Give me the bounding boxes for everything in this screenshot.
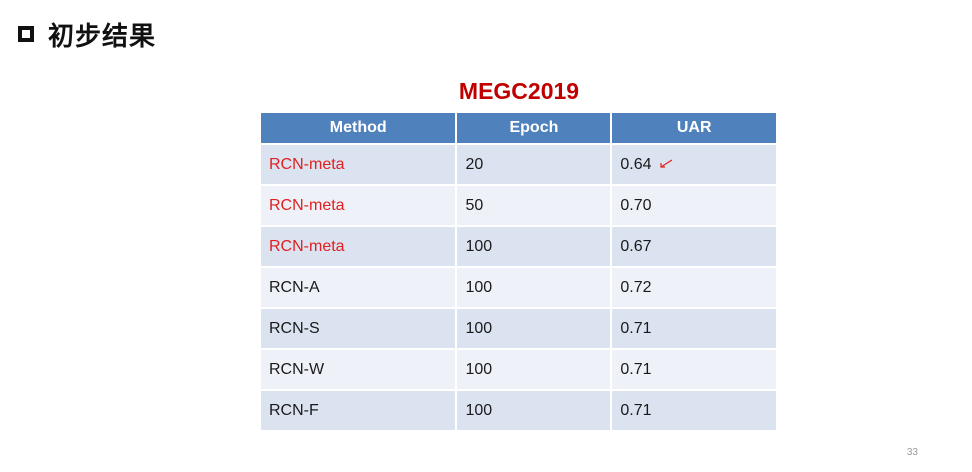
table-row: RCN-meta 20 0.64 [261,145,776,186]
table-row: RCN-A 100 0.72 [261,268,776,309]
cell-uar: 0.72 [612,268,776,309]
cell-uar: 0.71 [612,350,776,391]
slide-heading-text: 初步结果 [48,21,157,52]
cell-method: RCN-W [261,350,458,391]
cell-uar: 0.67 [612,227,776,268]
table-row: RCN-F 100 0.71 [261,391,776,432]
results-table: Method Epoch UAR RCN-meta 20 0.64 RCN-me… [261,113,776,432]
cell-uar: 0.64 [612,145,776,186]
hollow-square-bullet-icon [18,26,34,42]
cell-epoch: 50 [457,186,613,227]
cell-uar-value: 0.64 [620,155,652,173]
table-row: RCN-S 100 0.71 [261,309,776,350]
table-header-row: Method Epoch UAR [261,113,776,145]
cell-uar: 0.70 [612,186,776,227]
cell-method: RCN-meta [261,145,458,186]
red-arrow-icon [660,159,673,168]
cell-epoch: 100 [457,268,613,309]
table-row: RCN-meta 100 0.67 [261,227,776,268]
page-number: 33 [906,447,918,458]
cell-epoch: 100 [457,391,613,432]
cell-epoch: 100 [457,350,613,391]
header-method: Method [261,113,458,145]
header-epoch: Epoch [457,113,613,145]
header-uar: UAR [612,113,776,145]
cell-method: RCN-F [261,391,458,432]
cell-method: RCN-S [261,309,458,350]
table-row: RCN-meta 50 0.70 [261,186,776,227]
slide-heading: 初步结果 [18,14,156,54]
cell-epoch: 20 [457,145,613,186]
cell-method: RCN-meta [261,227,458,268]
cell-epoch: 100 [457,227,613,268]
cell-method: RCN-meta [261,186,458,227]
cell-epoch: 100 [457,309,613,350]
cell-method: RCN-A [261,268,458,309]
table-title: MEGC2019 [458,78,580,104]
cell-uar: 0.71 [612,309,776,350]
table-row: RCN-W 100 0.71 [261,350,776,391]
cell-uar: 0.71 [612,391,776,432]
